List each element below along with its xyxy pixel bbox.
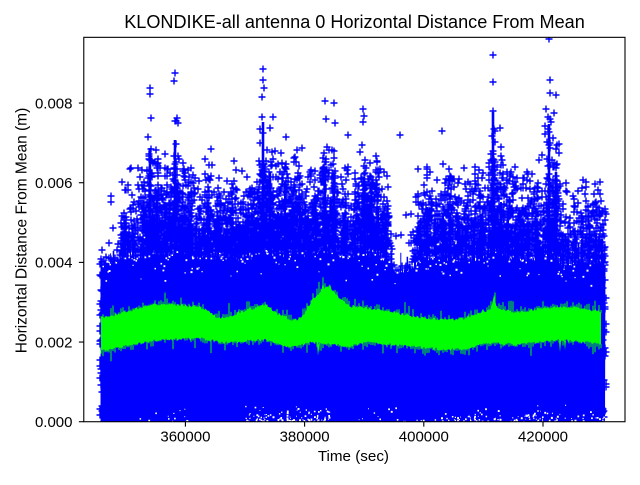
svg-text:0.000: 0.000 <box>35 414 73 431</box>
svg-text:Time (sec): Time (sec) <box>318 448 389 465</box>
svg-text:0.008: 0.008 <box>35 95 73 112</box>
svg-text:360000: 360000 <box>160 429 210 446</box>
svg-text:380000: 380000 <box>280 429 330 446</box>
svg-text:420000: 420000 <box>518 429 568 446</box>
svg-text:Horizontal Distance From Mean: Horizontal Distance From Mean (m) <box>13 108 30 353</box>
svg-text:0.004: 0.004 <box>35 255 73 272</box>
svg-text:0.002: 0.002 <box>35 334 73 351</box>
svg-text:0.006: 0.006 <box>35 175 73 192</box>
svg-text:KLONDIKE-all antenna 0 Horizon: KLONDIKE-all antenna 0 Horizontal Distan… <box>124 12 585 32</box>
svg-text:400000: 400000 <box>399 429 449 446</box>
